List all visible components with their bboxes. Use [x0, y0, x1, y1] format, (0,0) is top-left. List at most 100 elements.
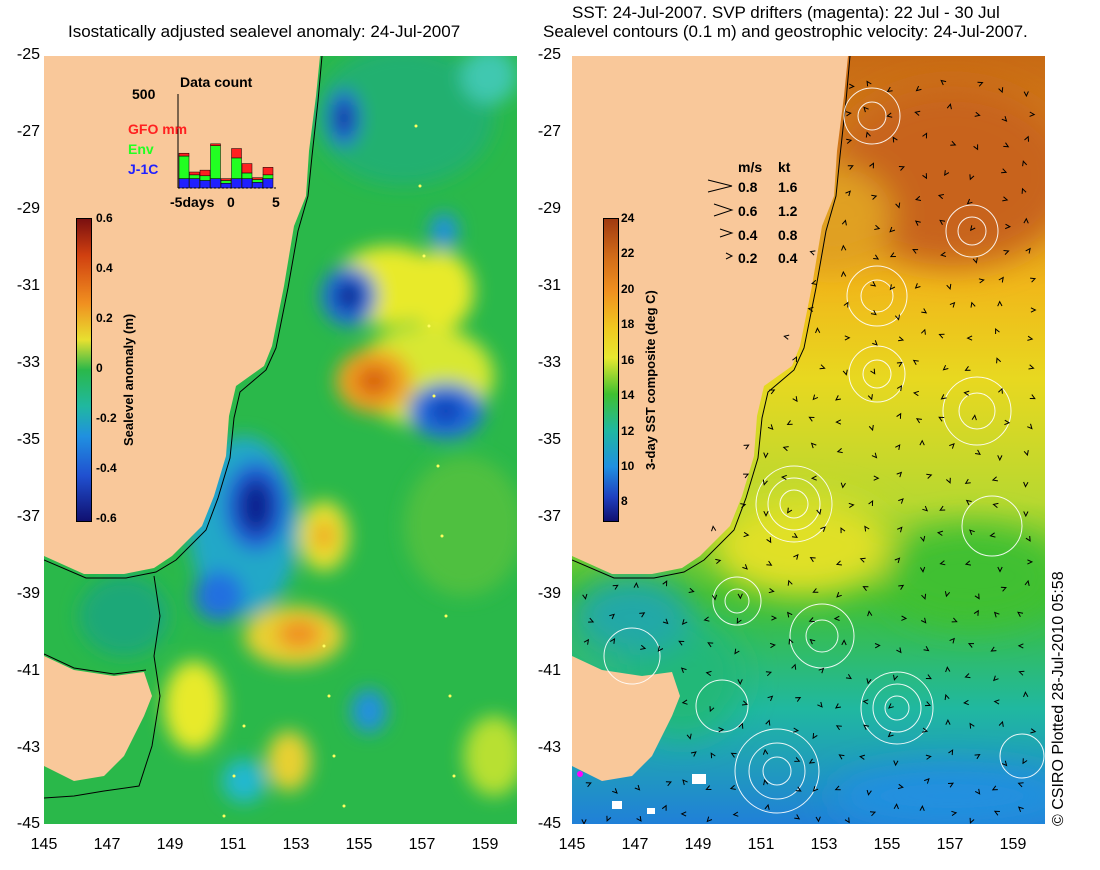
right-x-tick: 147	[621, 836, 649, 853]
velocity-arrow	[948, 749, 954, 756]
velocity-arrow	[1030, 728, 1037, 734]
velocity-key-kt: 1.2	[778, 203, 798, 219]
velocity-arrow	[787, 611, 793, 618]
velocity-arrow	[889, 226, 896, 233]
velocity-arrow	[1021, 187, 1027, 194]
velocity-arrow	[945, 719, 951, 725]
velocity-arrow	[836, 448, 843, 454]
histogram-bar-env	[241, 172, 253, 179]
velocity-arrow	[808, 758, 815, 764]
velocity-arrow	[975, 449, 981, 455]
right-y-tick: -45	[537, 815, 561, 832]
velocity-arrow	[923, 646, 930, 652]
velocity-arrow	[922, 132, 928, 139]
velocity-arrow	[769, 389, 776, 395]
velocity-arrow	[919, 566, 926, 573]
legend-env: Env	[128, 141, 154, 157]
velocity-arrow	[949, 637, 955, 644]
velocity-arrow	[969, 225, 976, 232]
velocity-arrow	[1025, 247, 1031, 254]
velocity-arrow	[1023, 691, 1029, 698]
velocity-arrow	[922, 505, 929, 512]
data-count-xlabel: -5days	[170, 194, 215, 210]
velocity-arrow	[791, 663, 797, 670]
velocity-arrow	[869, 162, 875, 169]
velocity-arrow	[1030, 307, 1037, 313]
velocity-arrow	[834, 703, 841, 709]
velocity-arrow	[767, 424, 774, 431]
velocity-arrow	[811, 279, 818, 285]
velocity-arrow	[819, 364, 826, 370]
velocity-arrow	[817, 701, 823, 708]
velocity-arrow	[766, 537, 772, 544]
velocity-arrow	[633, 582, 639, 588]
velocity-arrow	[862, 586, 869, 592]
velocity-arrow	[925, 674, 932, 680]
velocity-arrow	[612, 584, 619, 590]
right-map-title-line1: SST: 24-Jul-2007. SVP drifters (magenta)…	[572, 3, 1000, 22]
velocity-arrow	[896, 647, 902, 654]
velocity-arrow	[971, 414, 977, 421]
velocity-arrow	[742, 564, 748, 570]
right-y-tick: -27	[537, 123, 561, 140]
velocity-arrow	[686, 733, 692, 740]
velocity-arrow	[769, 642, 776, 649]
velocity-arrow	[973, 144, 979, 151]
sealevel-colorbar-tick: 0.4	[96, 261, 113, 275]
data-count-histogram	[177, 94, 276, 189]
velocity-arrow	[606, 815, 612, 822]
velocity-arrow	[737, 593, 743, 600]
velocity-arrow	[1001, 168, 1008, 174]
sst-colorbar-tick: 24	[621, 211, 635, 225]
data-count-ymax: 500	[132, 86, 156, 102]
velocity-arrow	[820, 526, 826, 532]
velocity-arrow	[812, 588, 819, 593]
histogram-bar-env	[189, 174, 200, 179]
velocity-arrow	[793, 727, 800, 733]
velocity-arrow	[963, 390, 970, 396]
velocity-arrow	[841, 244, 847, 251]
left-y-tick: -29	[16, 200, 40, 217]
velocity-arrow	[974, 111, 981, 117]
sst-field	[572, 56, 1045, 824]
velocity-arrow	[835, 419, 842, 425]
velocity-arrow	[1029, 111, 1036, 117]
velocity-arrow	[788, 638, 794, 645]
velocity-arrow	[974, 753, 981, 760]
velocity-arrow	[640, 644, 647, 650]
velocity-arrow	[1003, 250, 1010, 255]
velocity-arrow	[787, 507, 793, 514]
velocity-arrow	[912, 359, 919, 365]
velocity-key-kt: 1.6	[778, 179, 798, 195]
velocity-arrow	[662, 618, 669, 625]
velocity-arrow	[1017, 643, 1024, 649]
data-count-xlabel: 5	[272, 194, 280, 210]
velocity-arrow	[818, 667, 825, 674]
velocity-arrow	[844, 335, 851, 341]
velocity-arrow	[869, 811, 877, 817]
velocity-arrow	[709, 706, 715, 713]
sst-colorbar-tick: 14	[621, 388, 635, 402]
legend-gfo: GFO mm	[128, 121, 188, 137]
velocity-arrow	[835, 395, 841, 401]
velocity-arrow	[978, 278, 985, 284]
velocity-arrow	[947, 782, 955, 788]
velocity-arrow	[998, 387, 1003, 394]
velocity-arrow	[886, 86, 893, 93]
velocity-arrow	[871, 452, 878, 459]
velocity-arrow	[836, 592, 842, 598]
velocity-arrow	[893, 674, 899, 681]
velocity-arrow	[791, 532, 798, 539]
velocity-arrow	[662, 580, 668, 587]
velocity-arrow	[898, 166, 905, 171]
velocity-arrow	[866, 789, 872, 796]
velocity-arrow	[937, 194, 944, 200]
velocity-arrow	[768, 588, 775, 594]
histogram-bar-gfo	[210, 143, 221, 146]
velocity-key-header-kt: kt	[778, 159, 791, 175]
velocity-arrow	[767, 695, 774, 702]
right-map-title-line2: Sealevel contours (0.1 m) and geostrophi…	[543, 22, 1028, 41]
velocity-arrow	[912, 390, 920, 397]
velocity-arrow	[887, 731, 894, 738]
left-x-tick: 153	[282, 836, 310, 853]
